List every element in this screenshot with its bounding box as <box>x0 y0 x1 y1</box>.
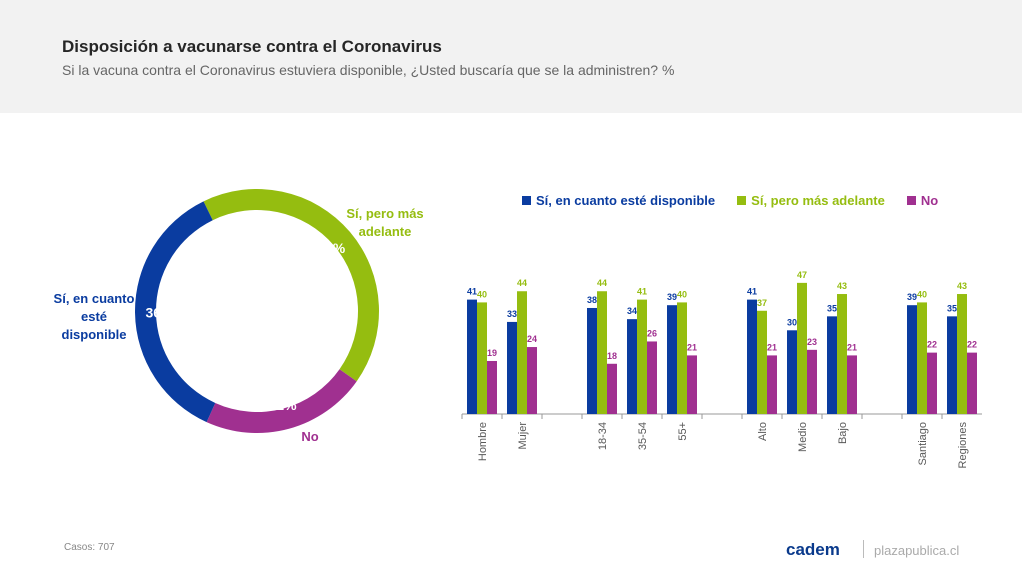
bar <box>467 299 477 414</box>
page-subtitle: Si la vacuna contra el Coronavirus estuv… <box>62 62 675 78</box>
legend-item: Sí, pero más adelante <box>737 193 885 208</box>
bar-value-label: 22 <box>927 340 937 350</box>
bar <box>957 294 967 414</box>
bar <box>847 355 857 414</box>
x-tick-label: Regiones <box>957 422 969 469</box>
bar-value-label: 33 <box>507 309 517 319</box>
site-link[interactable]: plazapublica.cl <box>874 543 960 558</box>
bar-value-label: 41 <box>467 287 477 297</box>
x-tick-label: Hombre <box>477 422 489 461</box>
x-tick-label: 18-34 <box>597 422 609 450</box>
bar-value-label: 23 <box>807 337 817 347</box>
x-tick-label: Alto <box>757 422 769 441</box>
page-title: Disposición a vacunarse contra el Corona… <box>62 37 442 56</box>
donut-value-label: 22% <box>269 397 298 413</box>
bar <box>507 321 517 414</box>
x-tick-label: Medio <box>797 422 809 452</box>
bar <box>807 349 817 414</box>
bar <box>967 352 977 414</box>
bar <box>487 360 497 414</box>
bar-value-label: 18 <box>607 351 617 361</box>
bar-value-label: 37 <box>757 298 767 308</box>
x-tick-label: Santiago <box>917 422 929 465</box>
bar <box>917 302 927 414</box>
bar <box>597 291 607 414</box>
cadem-logo: cadem <box>786 540 840 559</box>
bar-value-label: 22 <box>967 340 977 350</box>
bar <box>627 319 637 414</box>
bar <box>647 341 657 414</box>
legend-item: Sí, en cuanto esté disponible <box>522 193 715 208</box>
donut-label-no: No <box>301 429 319 444</box>
bar <box>927 352 937 414</box>
x-tick-label: Bajo <box>837 422 849 444</box>
bar-value-label: 30 <box>787 317 797 327</box>
bar-value-label: 35 <box>947 303 957 313</box>
donut-slice <box>206 369 357 433</box>
bar <box>587 307 597 414</box>
bar <box>787 330 797 414</box>
bar <box>637 299 647 414</box>
bar <box>477 302 487 414</box>
bar <box>747 299 757 414</box>
bar <box>527 347 537 414</box>
bar-value-label: 21 <box>847 342 857 352</box>
bar <box>677 302 687 414</box>
bar <box>797 282 807 414</box>
bar-value-label: 21 <box>687 342 697 352</box>
divider <box>863 540 864 558</box>
bar-value-label: 47 <box>797 270 807 280</box>
bar <box>767 355 777 414</box>
bar-value-label: 19 <box>487 348 497 358</box>
bar-value-label: 44 <box>517 278 527 288</box>
bar-value-label: 40 <box>917 289 927 299</box>
bar <box>687 355 697 414</box>
header: Disposición a vacunarse contra el Corona… <box>0 0 1022 113</box>
bar <box>667 305 677 414</box>
bar <box>907 305 917 414</box>
bar <box>607 363 617 414</box>
bar-value-label: 35 <box>827 303 837 313</box>
sample-size: Casos: 707 <box>64 542 115 553</box>
bar-value-label: 38 <box>587 295 597 305</box>
donut-value-label: 42% <box>317 240 346 256</box>
donut-value-label: 36% <box>145 304 174 320</box>
legend-item: No <box>906 193 938 208</box>
legend: Sí, en cuanto esté disponible Sí, pero m… <box>522 193 938 208</box>
bar <box>837 294 847 414</box>
bar-value-label: 44 <box>597 278 607 288</box>
bar-value-label: 40 <box>677 289 687 299</box>
bar-value-label: 39 <box>907 292 917 302</box>
x-tick-label: 55+ <box>677 422 689 441</box>
x-tick-label: Mujer <box>517 422 529 450</box>
bar <box>517 291 527 414</box>
bar-value-label: 43 <box>837 281 847 291</box>
bar-value-label: 40 <box>477 289 487 299</box>
donut-slice <box>203 188 379 382</box>
donut-slice <box>135 201 216 423</box>
bar-value-label: 41 <box>747 287 757 297</box>
bar-value-label: 21 <box>767 342 777 352</box>
x-tick-label: 35-54 <box>637 422 649 450</box>
bar <box>947 316 957 414</box>
bar <box>827 316 837 414</box>
donut-label-green: Sí, pero más adelante <box>346 206 424 239</box>
bar <box>757 310 767 414</box>
bar-value-label: 39 <box>667 292 677 302</box>
bar-value-label: 26 <box>647 328 657 338</box>
bar-value-label: 41 <box>637 287 647 297</box>
bar-value-label: 34 <box>627 306 637 316</box>
bar-value-label: 43 <box>957 281 967 291</box>
bar-value-label: 24 <box>527 334 537 344</box>
donut-label-blue: Sí, en cuanto esté disponible <box>53 291 135 342</box>
